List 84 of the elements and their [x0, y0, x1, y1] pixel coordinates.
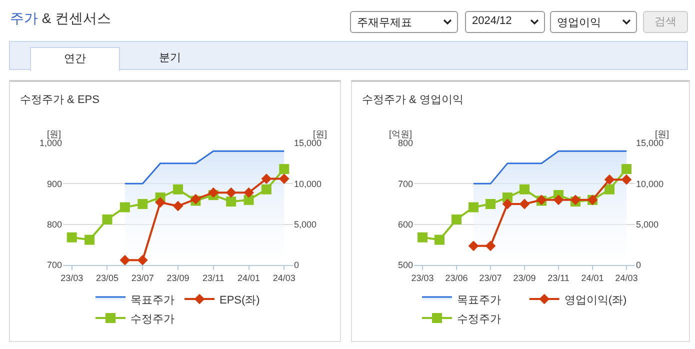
point — [84, 234, 95, 245]
point — [120, 202, 130, 212]
y2-tick-label: 15,000 — [636, 138, 664, 148]
point — [155, 197, 166, 208]
point — [434, 234, 444, 245]
point — [621, 174, 632, 185]
point — [519, 198, 530, 210]
x-tick-label: 23/11 — [202, 272, 224, 283]
text: & 컨센서스 — [40, 10, 112, 26]
point — [452, 214, 462, 224]
y-tick-label: 900 — [46, 178, 62, 189]
text: 연간 — [30, 47, 120, 71]
y2-tick-label: 15,000 — [294, 138, 322, 148]
point — [622, 164, 632, 174]
x-tick-label: 23/11 — [548, 272, 570, 283]
point — [486, 199, 496, 209]
y-tick-label: 500 — [398, 260, 413, 270]
x-tick-label: 23/06 — [445, 272, 468, 283]
point — [226, 187, 236, 198]
y-axis-title: [원] — [47, 129, 62, 139]
text: 영업이익 — [550, 11, 637, 33]
y-tick-label: 600 — [398, 219, 413, 230]
point — [279, 164, 290, 174]
y-tick-label: 800 — [398, 138, 413, 148]
point — [66, 232, 77, 242]
x-tick-label: 24/03 — [272, 272, 296, 283]
x-tick-label: 24/03 — [615, 272, 638, 283]
point — [604, 174, 615, 185]
point — [102, 214, 112, 224]
y2-tick-label: 0 — [636, 260, 642, 270]
y2-axis-title: [원] — [313, 129, 328, 139]
point — [173, 184, 183, 194]
x-tick-label: 24/01 — [581, 272, 604, 283]
text: 2024/12 — [465, 11, 545, 33]
point — [226, 196, 236, 207]
point — [485, 240, 496, 252]
point — [468, 240, 479, 252]
point — [244, 194, 254, 205]
x-tick-label: 23/07 — [479, 272, 502, 283]
x-tick-label: 23/07 — [131, 272, 154, 283]
point — [418, 232, 428, 242]
point — [604, 184, 614, 194]
y-axis-title: [억원] — [389, 129, 412, 139]
text: 주가 — [10, 10, 38, 26]
point — [278, 174, 290, 184]
legend-label: 수정주가 — [130, 313, 174, 326]
point — [502, 198, 513, 210]
point — [261, 184, 272, 194]
text: 분기 — [158, 51, 182, 66]
text: 주재무제표 — [350, 11, 458, 33]
y2-tick-label: 5,000 — [294, 219, 317, 230]
y2-tick-label: 10,000 — [294, 178, 322, 189]
x-tick-label: 23/09 — [513, 272, 536, 283]
legend-label: 영업이익(좌) — [564, 294, 627, 306]
x-tick-label: 23/09 — [166, 272, 190, 283]
y-tick-label: 700 — [398, 178, 413, 189]
point — [261, 174, 272, 184]
chart-title: 수정주가 & EPS — [20, 93, 100, 107]
legend-label: 목표주가 — [457, 294, 501, 306]
point — [244, 187, 254, 198]
x-tick-label: 23/03 — [411, 272, 434, 283]
y2-tick-label: 10,000 — [636, 178, 664, 189]
point — [172, 200, 184, 212]
point — [553, 194, 564, 206]
point — [468, 202, 478, 212]
chart-title: 수정주가 & 영업이익 — [362, 93, 464, 107]
point — [137, 254, 148, 266]
point — [520, 184, 530, 194]
x-tick-label: 23/03 — [60, 272, 84, 283]
legend-label: EPS(좌) — [220, 294, 260, 306]
legend-label: 수정주가 — [457, 313, 501, 326]
point — [120, 254, 130, 266]
y-tick-label: 800 — [46, 219, 62, 230]
text: 검색 — [643, 11, 688, 33]
y2-tick-label: 0 — [294, 260, 300, 270]
point — [138, 199, 148, 209]
y2-axis-title: [원] — [655, 129, 670, 139]
y-tick-label: 700 — [46, 260, 62, 270]
y-tick-label: 1,000 — [39, 138, 62, 148]
legend-label: 목표주가 — [130, 294, 174, 306]
x-tick-label: 23/05 — [96, 272, 118, 283]
point — [208, 187, 219, 198]
x-tick-label: 24/01 — [238, 272, 260, 283]
y2-tick-label: 5,000 — [636, 219, 659, 230]
